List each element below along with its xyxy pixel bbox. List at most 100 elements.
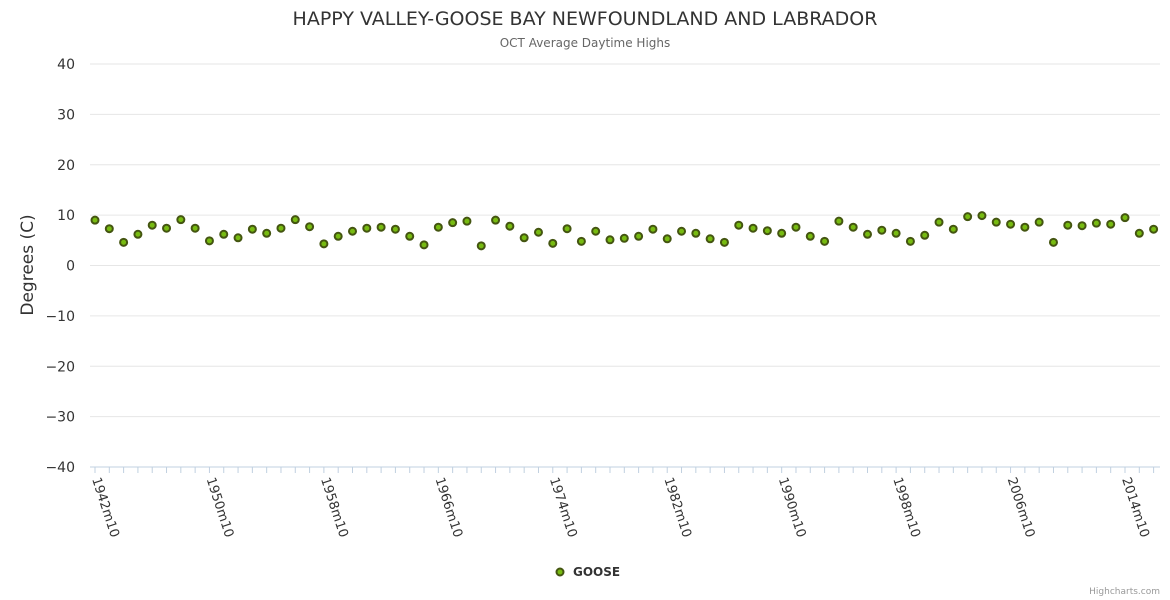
- data-point[interactable]: [863, 229, 872, 239]
- data-point[interactable]: [505, 221, 515, 231]
- data-point[interactable]: [1106, 219, 1116, 229]
- y-tick-label: −20: [45, 359, 75, 375]
- data-point[interactable]: [748, 223, 758, 233]
- data-point[interactable]: [920, 230, 930, 240]
- data-point[interactable]: [491, 215, 501, 225]
- chart-title: HAPPY VALLEY-GOOSE BAY NEWFOUNDLAND AND …: [293, 8, 878, 30]
- data-point[interactable]: [791, 222, 801, 232]
- data-point[interactable]: [305, 222, 315, 232]
- legend-marker-icon[interactable]: [555, 567, 565, 577]
- data-point[interactable]: [290, 215, 300, 225]
- data-point[interactable]: [1134, 228, 1144, 238]
- data-point[interactable]: [462, 216, 472, 226]
- data-point[interactable]: [934, 217, 944, 227]
- x-tick-label: 1950m10: [203, 476, 237, 540]
- data-point[interactable]: [634, 231, 644, 241]
- data-point[interactable]: [991, 217, 1001, 227]
- data-point[interactable]: [433, 222, 443, 232]
- x-tick-label: 2014m10: [1118, 476, 1152, 540]
- data-point[interactable]: [891, 228, 901, 238]
- legend[interactable]: GOOSE: [555, 565, 621, 579]
- data-point[interactable]: [834, 216, 844, 226]
- data-point[interactable]: [963, 212, 973, 222]
- data-point[interactable]: [376, 222, 386, 232]
- data-point[interactable]: [204, 236, 214, 246]
- data-point[interactable]: [362, 223, 372, 233]
- y-axis-title: Degrees (C): [18, 214, 38, 315]
- data-point[interactable]: [1006, 219, 1016, 229]
- data-point[interactable]: [848, 222, 858, 232]
- data-point[interactable]: [1063, 220, 1073, 230]
- data-point[interactable]: [762, 226, 772, 236]
- data-point[interactable]: [533, 227, 543, 237]
- y-tick-label: 0: [66, 259, 75, 275]
- data-point[interactable]: [662, 234, 672, 244]
- data-point[interactable]: [1077, 221, 1087, 231]
- y-axis-labels: 40 30 20 10 0 −10 −20 −30 −40: [45, 57, 75, 476]
- data-point[interactable]: [805, 231, 815, 241]
- data-point[interactable]: [605, 235, 615, 245]
- data-point[interactable]: [548, 238, 558, 248]
- data-point[interactable]: [419, 240, 429, 250]
- data-point[interactable]: [262, 228, 272, 238]
- data-point[interactable]: [219, 229, 229, 239]
- data-point[interactable]: [1120, 213, 1130, 223]
- data-point[interactable]: [562, 224, 572, 234]
- data-point[interactable]: [162, 223, 172, 233]
- series-goose: [90, 211, 1159, 251]
- data-point[interactable]: [677, 226, 687, 236]
- x-tick-label: 1974m10: [546, 476, 580, 540]
- data-point[interactable]: [977, 211, 987, 221]
- data-point[interactable]: [619, 233, 629, 243]
- x-tick-label: 1990m10: [775, 476, 809, 540]
- data-point[interactable]: [319, 239, 329, 249]
- x-tick-label: 2006m10: [1004, 476, 1038, 540]
- data-point[interactable]: [233, 233, 243, 243]
- credits-link[interactable]: Highcharts.com: [1089, 587, 1160, 597]
- data-point[interactable]: [719, 237, 729, 247]
- data-point[interactable]: [348, 226, 357, 236]
- data-point[interactable]: [820, 236, 830, 246]
- x-axis-labels: 1942m10 1950m10 1958m10 1966m10 1974m10 1982m…: [88, 476, 1152, 540]
- data-point[interactable]: [777, 228, 787, 238]
- data-point[interactable]: [247, 224, 257, 234]
- data-point[interactable]: [1020, 222, 1030, 232]
- data-point[interactable]: [591, 226, 601, 236]
- data-point[interactable]: [90, 215, 100, 225]
- x-tick-label: 1958m10: [317, 476, 351, 540]
- data-point[interactable]: [576, 236, 586, 246]
- x-tick-label: 1942m10: [88, 476, 122, 540]
- data-point[interactable]: [1048, 237, 1058, 247]
- x-axis: [90, 466, 1160, 473]
- y-tick-label: 10: [57, 208, 75, 224]
- data-point[interactable]: [691, 228, 701, 238]
- data-point[interactable]: [519, 233, 529, 243]
- data-point[interactable]: [705, 234, 715, 244]
- data-point[interactable]: [476, 241, 486, 251]
- data-point[interactable]: [948, 224, 958, 234]
- data-point[interactable]: [104, 224, 114, 234]
- y-tick-label: −10: [45, 309, 75, 325]
- data-point[interactable]: [119, 237, 129, 247]
- data-point[interactable]: [190, 223, 200, 233]
- data-point[interactable]: [1149, 224, 1159, 234]
- data-point[interactable]: [147, 220, 157, 230]
- data-point[interactable]: [905, 236, 915, 246]
- data-point[interactable]: [648, 224, 658, 234]
- x-tick-label: 1998m10: [889, 476, 923, 540]
- data-point[interactable]: [276, 223, 286, 233]
- data-point[interactable]: [448, 218, 458, 228]
- legend-item-goose[interactable]: GOOSE: [573, 565, 620, 579]
- data-point[interactable]: [1034, 217, 1044, 227]
- chart-subtitle: OCT Average Daytime Highs: [500, 36, 671, 50]
- data-point[interactable]: [176, 215, 186, 225]
- data-point[interactable]: [1091, 218, 1101, 228]
- data-point[interactable]: [734, 220, 744, 230]
- data-point[interactable]: [333, 231, 343, 241]
- data-point[interactable]: [390, 224, 400, 234]
- data-point[interactable]: [133, 229, 143, 239]
- data-point[interactable]: [405, 231, 415, 241]
- data-point[interactable]: [877, 225, 887, 235]
